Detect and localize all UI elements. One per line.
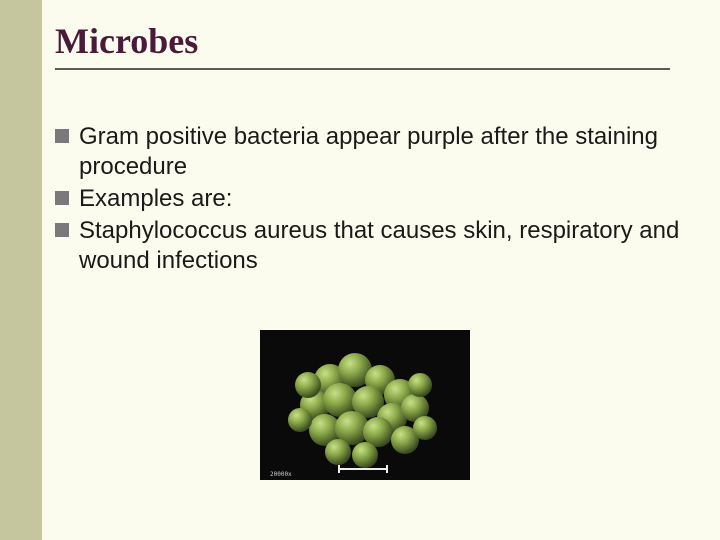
list-item: Examples are:	[55, 184, 690, 214]
micrograph-figure: 20000x	[260, 330, 470, 480]
list-item: Gram positive bacteria appear purple aft…	[55, 122, 690, 182]
bullet-text: Gram positive bacteria appear purple aft…	[79, 122, 690, 182]
svg-text:20000x: 20000x	[270, 471, 292, 478]
square-bullet-icon	[55, 223, 69, 237]
slide-title: Microbes	[55, 20, 690, 70]
bullet-list: Gram positive bacteria appear purple aft…	[55, 122, 690, 278]
staph-aureus-sem-icon: 20000x	[260, 330, 470, 480]
list-item: Staphylococcus aureus that causes skin, …	[55, 216, 690, 276]
title-underline	[55, 68, 670, 70]
bullet-text: Staphylococcus aureus that causes skin, …	[79, 216, 690, 276]
bullet-text: Examples are:	[79, 184, 232, 214]
square-bullet-icon	[55, 129, 69, 143]
left-accent-sidebar	[0, 0, 42, 540]
square-bullet-icon	[55, 191, 69, 205]
